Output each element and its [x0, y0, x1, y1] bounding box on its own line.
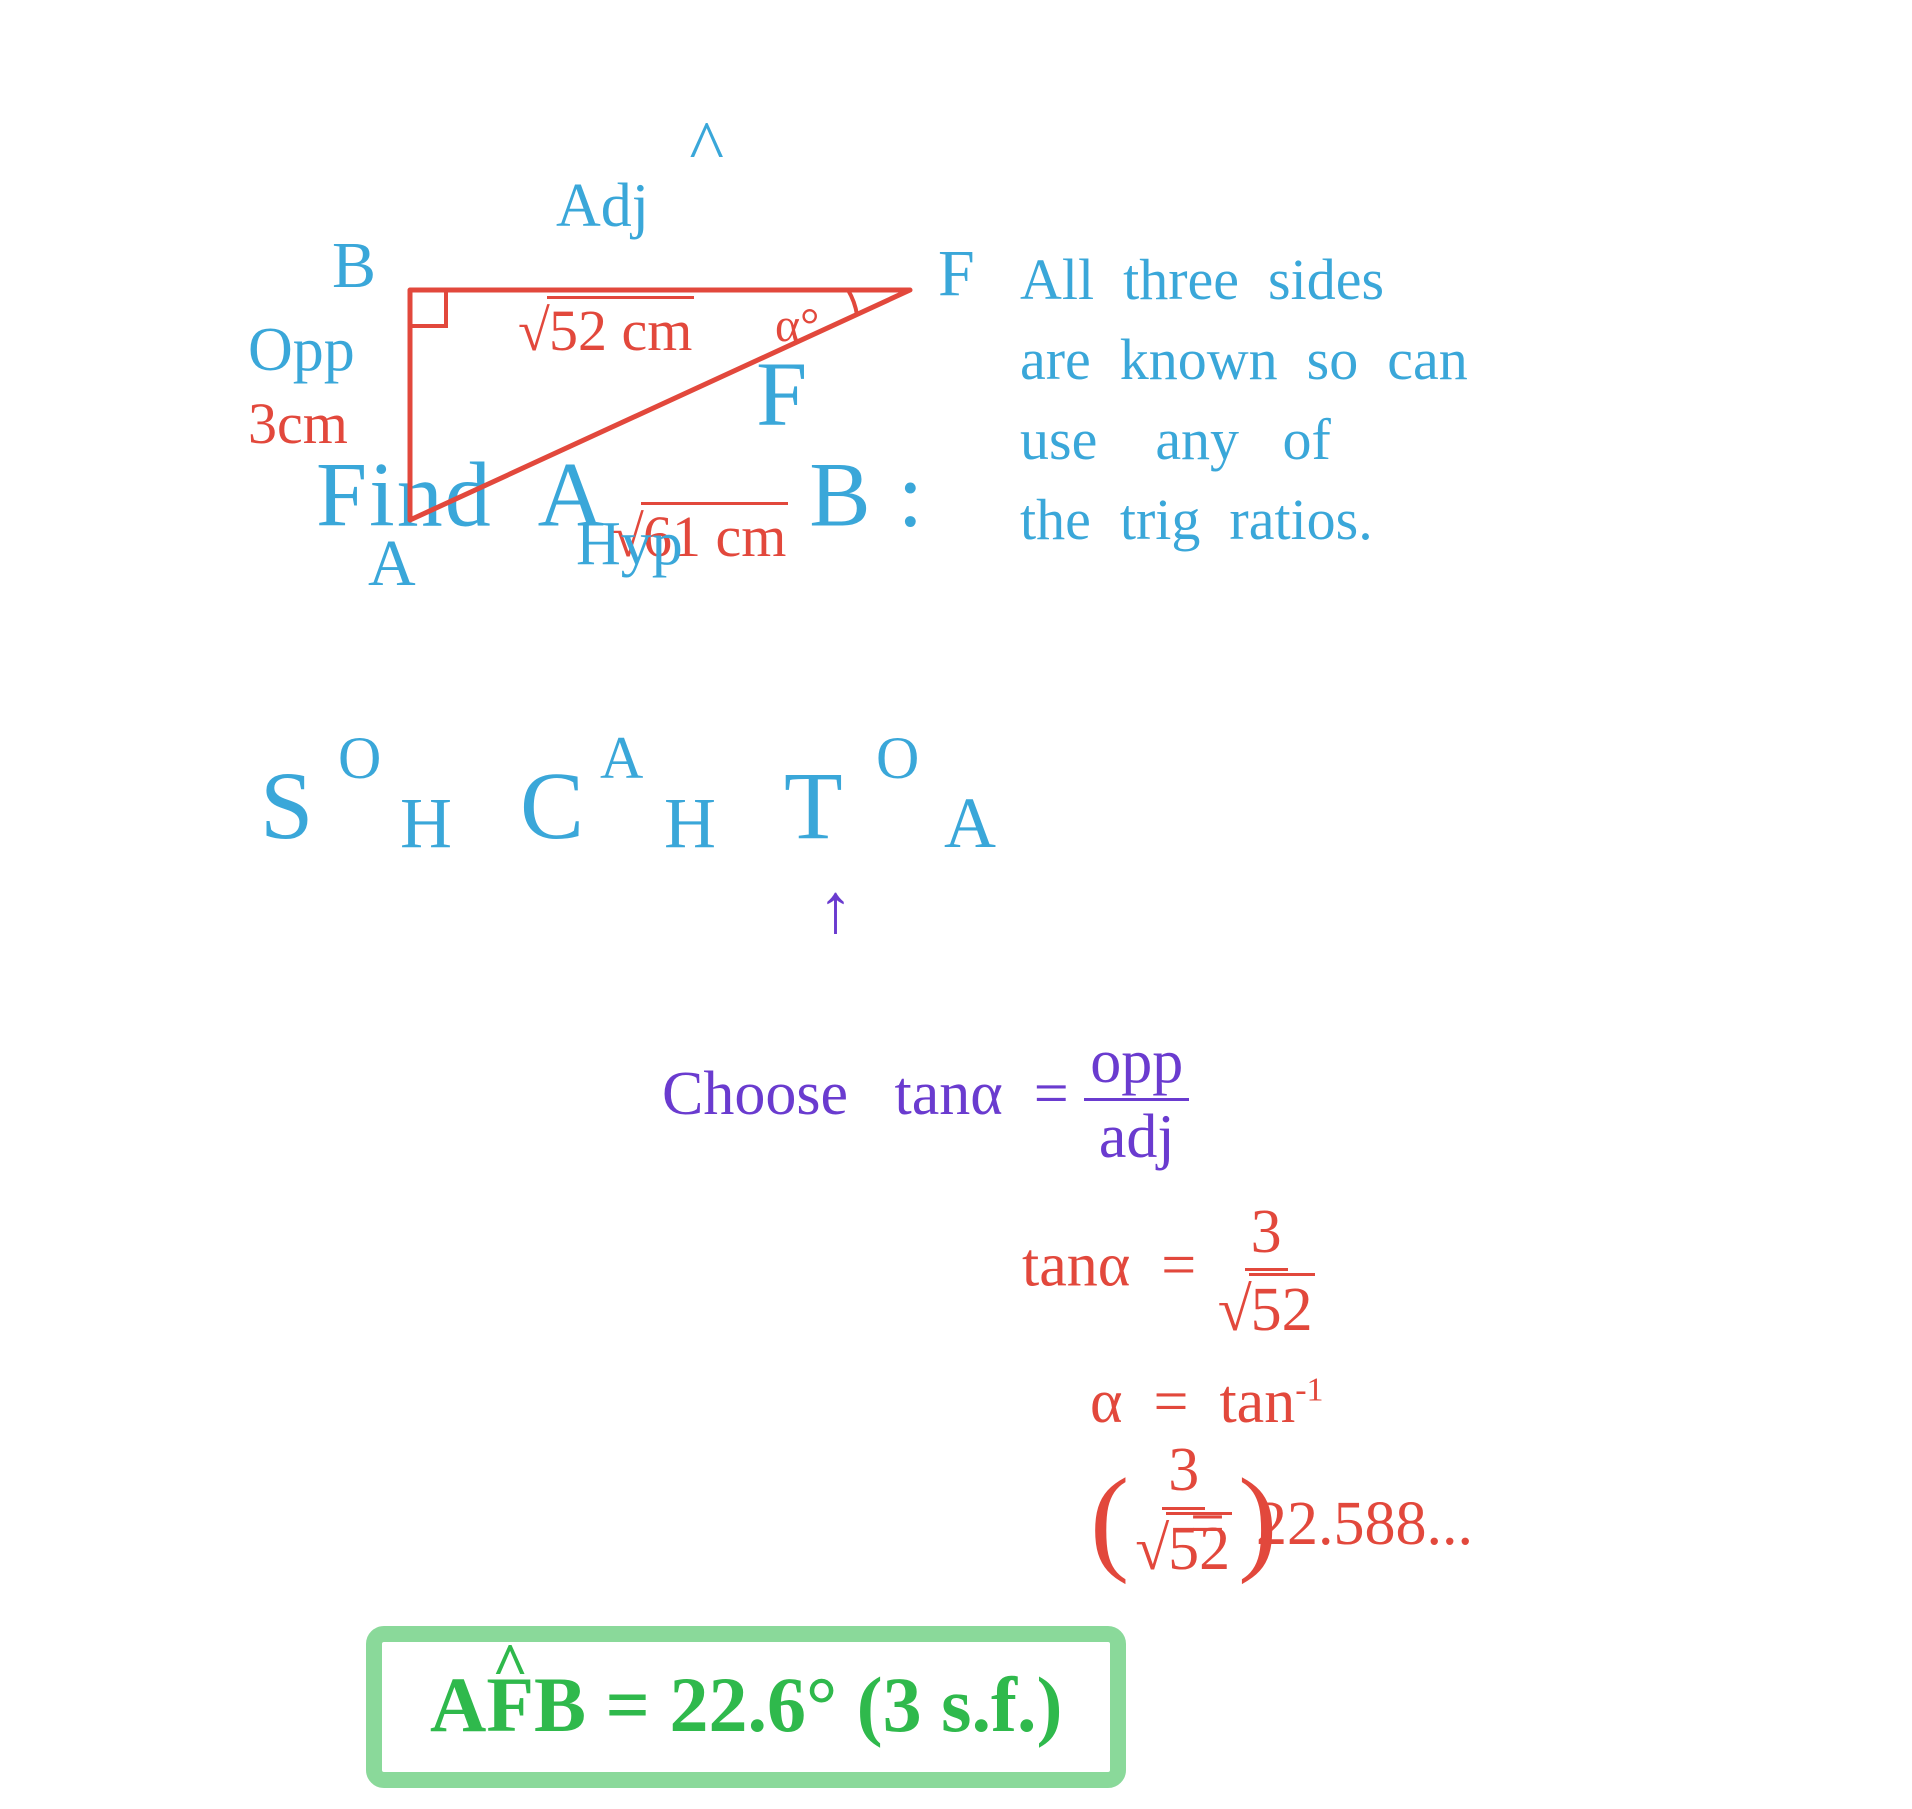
work-line4: = 22.588...	[1190, 1490, 1473, 1558]
arrow-up: ↑	[818, 870, 853, 947]
tan-lhs: tanα =	[1022, 1232, 1212, 1300]
opp-label: Opp	[248, 316, 355, 384]
adj-label: Adj	[556, 172, 649, 240]
cah-A1: A	[600, 724, 643, 793]
worksheet-canvas: Find A ^ F B : B F A Adj 52 cm Opp 3cm 6…	[0, 0, 1912, 1809]
adj-value: 52 cm	[460, 232, 694, 426]
note-line3: use any of	[1020, 408, 1331, 472]
toa-O2: O	[876, 724, 919, 793]
note-line4: the trig ratios.	[1020, 488, 1373, 552]
answer-rest: B = 22.6° (3 s.f.)	[534, 1660, 1062, 1750]
soh-S: S	[260, 750, 313, 861]
opp-value: 3cm	[248, 392, 348, 456]
vertex-F: F	[938, 238, 975, 311]
answer-A: A	[430, 1660, 486, 1750]
title-hat: ^	[689, 106, 726, 187]
soh-O1: O	[338, 724, 381, 793]
choose-prefix: Choose tanα =	[662, 1060, 1084, 1128]
note-line1: All three sides	[1020, 248, 1384, 312]
soh-H1: H	[400, 782, 452, 865]
answer-box: A ^ F B = 22.6° (3 s.f.)	[366, 1626, 1126, 1788]
toa-A2: A	[944, 782, 996, 865]
note-line2: are known so can	[1020, 328, 1468, 392]
cah-H2: H	[664, 782, 716, 865]
inverse-exp: -1	[1295, 1372, 1323, 1409]
alpha-eq-tan: α = tan	[1090, 1368, 1295, 1436]
work-line3: α = tan-1 ( 3 52 )	[1028, 1300, 1324, 1654]
angle-alpha: α°	[775, 300, 819, 353]
vertex-B: B	[332, 230, 376, 303]
cah-C: C	[520, 750, 584, 861]
vertex-A: A	[368, 528, 416, 601]
big-paren: (	[1090, 1455, 1129, 1585]
hyp-label: Hyp	[576, 510, 683, 578]
toa-T: T	[784, 750, 843, 861]
answer-hat: ^	[492, 1630, 528, 1702]
